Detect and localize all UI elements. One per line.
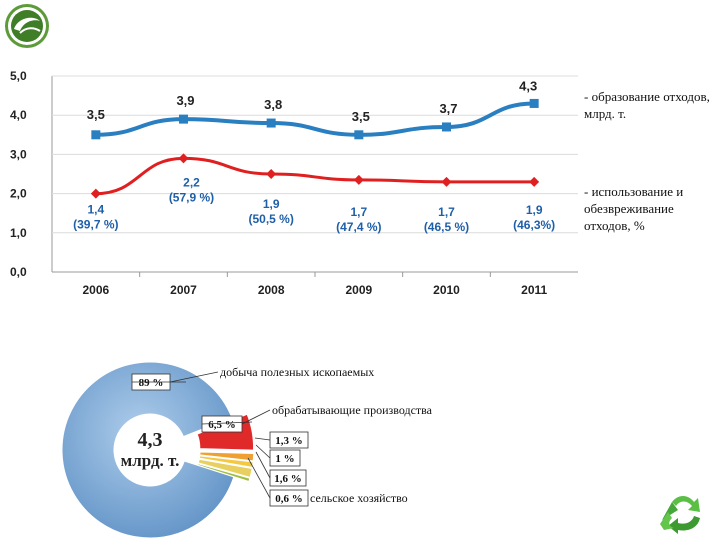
series-line-0	[95, 101, 535, 137]
pie-slice	[197, 458, 253, 478]
gridlines	[52, 75, 578, 234]
pie-value-label: 6,5 %	[208, 419, 236, 431]
data-label: 1,9 (46,3%)	[513, 203, 555, 232]
pie-leader-line	[169, 371, 219, 383]
series-point	[354, 130, 364, 140]
recycle-icon	[660, 496, 700, 534]
series-point	[353, 174, 364, 185]
series-point	[266, 169, 277, 179]
y-tick-label: 1,0	[10, 226, 27, 240]
series-point	[441, 176, 452, 187]
series-point	[91, 130, 101, 140]
pie-category-label: добыча полезных ископаемых	[220, 365, 374, 379]
pie-category-label: сельское хозяйство	[310, 491, 408, 505]
series-point	[266, 118, 276, 128]
pie-hole	[114, 414, 186, 486]
pie-center-label: 4,3	[138, 429, 163, 451]
pie-leader-line	[247, 457, 271, 499]
series-point	[442, 122, 451, 132]
y-tick-label: 2,0	[10, 187, 27, 201]
data-label: 3,8	[264, 97, 282, 112]
data-label: 3,9	[176, 93, 194, 108]
pie-value-label: 89 %	[139, 377, 164, 389]
pie-labels: 89 % добыча полезных ископаемых 6,5 % обраб…	[131, 365, 433, 507]
pie-slices	[61, 361, 255, 539]
series-point	[90, 188, 101, 199]
line-chart: 0,01,02,03,04,05,0 2006 2007 2008 2009 2010 2…	[10, 69, 578, 297]
y-tick-label: 4,0	[10, 108, 27, 122]
pie-slice	[197, 463, 251, 483]
series-points	[90, 98, 540, 199]
y-tick-label: 5,0	[10, 69, 27, 83]
y-tick-label: 0,0	[10, 265, 27, 279]
pie-value-label: 0,6 %	[275, 493, 303, 505]
data-label: 3,7	[439, 101, 457, 116]
data-label: 1,7 (46,5 %)	[424, 205, 469, 234]
series-line-1	[95, 156, 535, 196]
data-label: 1,7 (47,4 %)	[336, 205, 381, 234]
x-tick-label: 2008	[258, 283, 285, 297]
x-tick-label: 2011	[521, 283, 547, 297]
x-tick-label: 2010	[433, 283, 460, 297]
legend-item-waste-utilization: - использование и обезвреживание отходов…	[584, 184, 684, 233]
eco-logo-icon	[5, 4, 49, 48]
pie-slice	[199, 451, 255, 462]
pie-leader-line	[255, 451, 271, 479]
data-label: 3,5	[87, 107, 105, 122]
series-point	[179, 114, 188, 124]
x-tick-label: 2007	[170, 283, 197, 297]
pie-leader-line	[254, 437, 271, 441]
legend-item-waste-generation: - образование отходов, млрд. т.	[584, 89, 710, 121]
x-tick-label: 2009	[345, 283, 372, 297]
data-label: 4,3	[519, 78, 537, 93]
series-labels: 3,5 3,9 3,8 3,5 3,7 4,3 1,4 (39,7 %) 2,2 (57,9 %)…	[73, 78, 555, 233]
data-label: 2,2 (57,9 %)	[169, 175, 214, 204]
y-tick-label: 3,0	[10, 147, 27, 161]
chart-frame	[51, 76, 578, 273]
pie-value-label: 1 %	[275, 453, 294, 465]
data-label: 1,9 (50,5 %)	[248, 197, 293, 226]
data-label: 1,4 (39,7 %)	[73, 203, 118, 232]
series-lines	[95, 101, 535, 196]
pie-category-label: обрабатывающие производства	[272, 403, 433, 417]
pie-leader-line	[255, 444, 271, 459]
pie-center-label: млрд. т.	[121, 451, 180, 470]
pie-value-label: 1,3 %	[275, 435, 303, 447]
data-label: 3,5	[352, 109, 370, 124]
series-point	[178, 153, 189, 164]
series-point	[529, 98, 539, 108]
pie-value-label: 1,6 %	[274, 473, 302, 485]
pie-leader-line	[241, 409, 271, 425]
pie-leader-line	[201, 421, 253, 425]
y-axis-ticks: 0,0 1,0 2,0 3,0 4,0 5,0	[10, 69, 27, 279]
pie-slice	[198, 455, 254, 468]
x-tick-label: 2006	[82, 283, 109, 297]
x-axis-ticks: 2006 2007 2008 2009 2010 2011	[82, 272, 548, 297]
series-point	[529, 176, 540, 187]
